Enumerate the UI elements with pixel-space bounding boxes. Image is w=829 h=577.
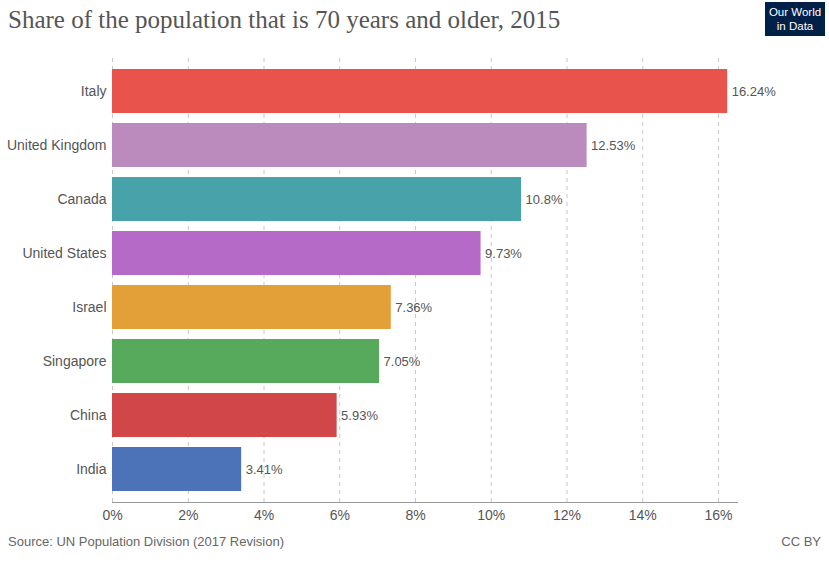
svg-text:Italy: Italy (81, 83, 107, 99)
html-text:Source: UN Population Division: Source: UN Population Division (2017 Rev… (8, 534, 284, 549)
svg-text:16%: 16% (705, 507, 733, 523)
svg-text:China: China (70, 407, 107, 423)
svg-text:7.05%: 7.05% (384, 354, 421, 369)
svg-text:2%: 2% (178, 507, 198, 523)
svg-text:12%: 12% (553, 507, 581, 523)
html-text:CC BY: CC BY (781, 534, 821, 549)
svg-text:3.41%: 3.41% (246, 462, 283, 477)
svg-text:0%: 0% (102, 507, 122, 523)
svg-text:India: India (76, 461, 107, 477)
svg-text:Canada: Canada (57, 191, 106, 207)
svg-text:10%: 10% (477, 507, 505, 523)
svg-text:12.53%: 12.53% (591, 138, 636, 153)
svg-text:14%: 14% (629, 507, 657, 523)
svg-text:United Kingdom: United Kingdom (7, 137, 107, 153)
svg-text:7.36%: 7.36% (395, 300, 432, 315)
svg-text:United States: United States (22, 245, 106, 261)
svg-text:Israel: Israel (72, 299, 106, 315)
html-text:Share of the population that i: Share of the population that is 70 years… (8, 6, 561, 33)
svg-text:9.73%: 9.73% (485, 246, 522, 261)
svg-text:6%: 6% (330, 507, 350, 523)
svg-text:Singapore: Singapore (43, 353, 107, 369)
html-text:Our World in Data: Our World in Data (768, 6, 822, 32)
svg-text:10.8%: 10.8% (526, 192, 563, 207)
svg-text:4%: 4% (254, 507, 274, 523)
svg-text:16.24%: 16.24% (732, 84, 777, 99)
svg-text:8%: 8% (405, 507, 425, 523)
svg-text:5.93%: 5.93% (341, 408, 378, 423)
